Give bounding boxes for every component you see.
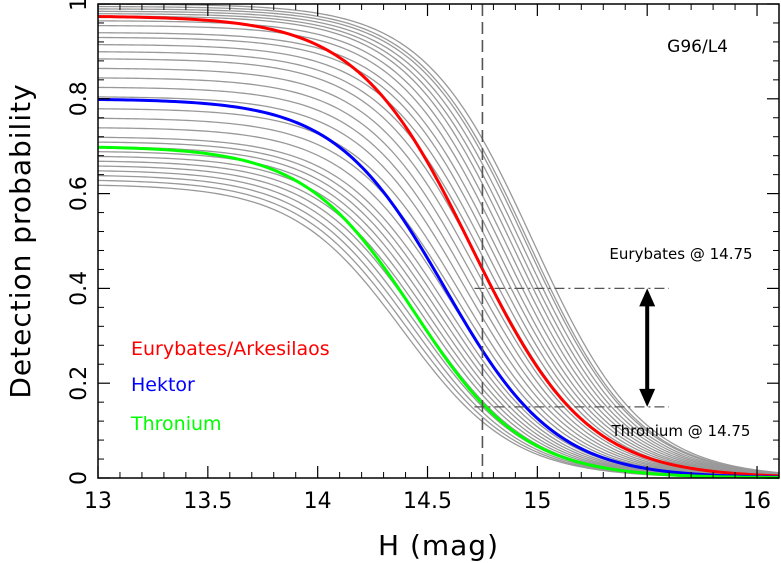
x-tick-label: 14.5 <box>403 489 452 514</box>
background-curve <box>97 5 780 474</box>
y-tick-labels: 0 0.2 0.4 0.6 0.8 1 <box>67 0 92 485</box>
series-line-hektor <box>97 97 780 479</box>
background-curve <box>97 13 780 475</box>
background-curve <box>97 8 780 474</box>
annotation-eurybates: Eurybates @ 14.75 <box>609 245 752 263</box>
background-curve <box>97 86 780 478</box>
x-tick-label: 15 <box>523 489 551 514</box>
background-curves <box>97 3 780 479</box>
y-tick-label: 0.4 <box>67 271 92 306</box>
panel-label: G96/L4 <box>667 37 728 57</box>
y-tick-label: 0 <box>67 471 92 485</box>
y-tick-label: 0.6 <box>67 176 92 211</box>
background-curve <box>97 77 780 478</box>
x-axis-title: H (mag) <box>378 529 499 562</box>
x-tick-label: 16 <box>743 489 771 514</box>
background-curve <box>97 67 780 477</box>
background-curve <box>97 10 780 475</box>
arrow-head-up <box>639 288 656 307</box>
y-tick-label: 0.8 <box>67 81 92 116</box>
legend-hektor: Hektor <box>131 374 195 396</box>
background-curve <box>97 20 780 476</box>
background-curve <box>97 24 780 476</box>
background-curve <box>97 36 780 477</box>
legend-eurybates: Eurybates/Arkesilaos <box>131 338 330 360</box>
x-tick-label: 15.5 <box>623 489 672 514</box>
axis-ticks <box>97 3 780 479</box>
series-line-eurybates <box>97 15 780 478</box>
plot-frame <box>97 3 780 479</box>
arrow-head-down <box>639 388 656 407</box>
background-curve <box>97 43 780 477</box>
background-curve <box>97 108 780 478</box>
x-tick-label: 13.5 <box>183 489 232 514</box>
y-tick-label: 1 <box>67 0 92 11</box>
background-curve <box>97 32 780 476</box>
difference-arrow <box>639 288 656 407</box>
highlighted-curves <box>97 15 780 480</box>
reference-lines <box>474 4 669 478</box>
background-curve <box>97 96 780 478</box>
background-curve <box>97 15 780 476</box>
x-tick-label: 13 <box>84 489 112 514</box>
x-tick-labels: 13 13.5 14 14.5 15 15.5 16 <box>84 489 771 514</box>
legend-thronium: Thronium <box>130 413 222 435</box>
annotation-thronium: Thronium @ 14.75 <box>611 422 751 440</box>
y-tick-label: 0.2 <box>67 366 92 401</box>
series-line-thronium <box>97 145 780 480</box>
x-tick-label: 14 <box>304 489 332 514</box>
background-curve <box>97 3 780 474</box>
y-axis-title: Detection probability <box>4 83 37 398</box>
